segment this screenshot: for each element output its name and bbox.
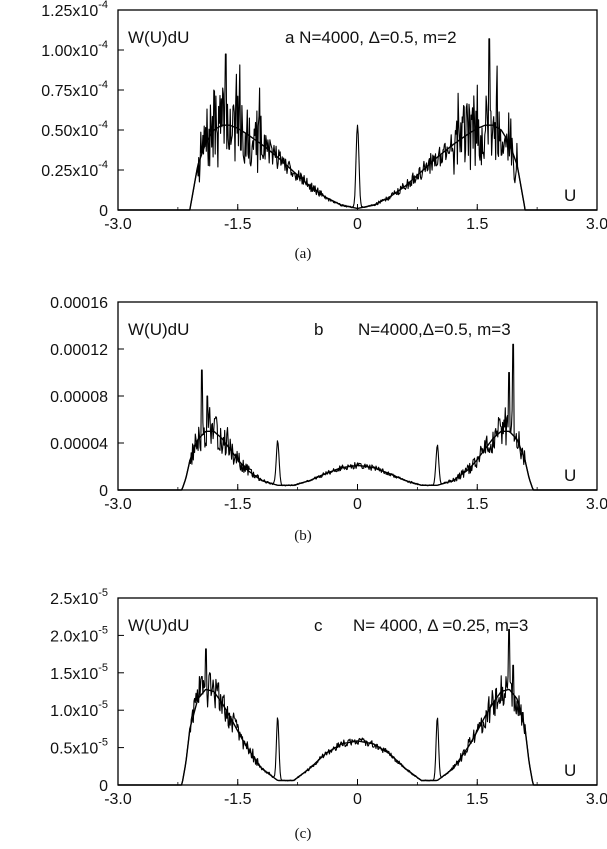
x-tick-label: -3.0 xyxy=(104,791,132,808)
x-tick-label: -1.5 xyxy=(224,216,252,233)
x-tick-label: 1.5 xyxy=(466,496,488,513)
x-tick-label: 0 xyxy=(353,496,362,513)
y-tick-label: 0.75x10-4 xyxy=(41,79,108,100)
y-tick-label: 0.00008 xyxy=(50,389,108,406)
y-tick-label: 2.5x10-5 xyxy=(50,587,108,608)
x-tick-label: 3.0 xyxy=(586,216,607,233)
y-axis-label: W(U)dU xyxy=(128,616,189,635)
y-tick-label: 1.0x10-5 xyxy=(50,699,108,720)
y-tick-label: 0.00016 xyxy=(50,295,108,312)
panel-annotation: a N=4000, Δ=0.5, m=2 xyxy=(285,28,457,47)
noisy-series-line xyxy=(118,628,597,786)
panel-letter: b xyxy=(314,320,323,339)
x-tick-label: -3.0 xyxy=(104,216,132,233)
smooth-series-line xyxy=(118,688,597,786)
panel-caption: (a) xyxy=(295,246,312,262)
noisy-series-line xyxy=(118,343,597,491)
panel-annotation: N= 4000, Δ =0.25, m=3 xyxy=(353,616,528,635)
panel-b: -3.0 -1.5 0 1.5 3.0 0 0.00004 0.00008 0.00012 0.0… xyxy=(50,295,607,544)
x-tick-label: 1.5 xyxy=(466,216,488,233)
y-axis-label: W(U)dU xyxy=(128,28,189,47)
x-axis-label: U xyxy=(564,466,576,485)
x-tick-label: -1.5 xyxy=(224,496,252,513)
y-axis-label: W(U)dU xyxy=(128,320,189,339)
noisy-series-line xyxy=(118,38,597,211)
y-tick-label: 0.5x10-5 xyxy=(50,737,108,758)
y-tick-label: 0.25x10-4 xyxy=(41,159,108,180)
y-tick-label: 2.0x10-5 xyxy=(50,624,108,645)
y-tick-label: 0 xyxy=(99,203,108,220)
panel-caption: (c) xyxy=(295,826,312,842)
panel-c: -3.0 -1.5 0 1.5 3.0 0 0.5x10-5 1.0x10-5 1.5x10-5… xyxy=(50,587,607,842)
y-tick-label: 0.50x10-4 xyxy=(41,119,108,140)
panel-caption: (b) xyxy=(294,528,312,544)
x-tick-label: 0 xyxy=(353,791,362,808)
smooth-series-line xyxy=(118,124,597,211)
panel-annotation: N=4000,Δ=0.5, m=3 xyxy=(358,320,511,339)
y-tick-label: 0 xyxy=(99,483,108,500)
x-tick-label: 3.0 xyxy=(586,496,607,513)
panel-a: -3.0 -1.5 0 1.5 3.0 0 0.25x10-4 0.50x10-4 0.75x1… xyxy=(41,0,607,262)
y-tick-label: 1.00x10-4 xyxy=(41,39,108,60)
y-tick-label: 1.25x10-4 xyxy=(41,0,108,20)
y-tick-label: 0.00012 xyxy=(50,342,108,359)
x-tick-label: 1.5 xyxy=(466,791,488,808)
y-tick-label: 0.00004 xyxy=(50,436,108,453)
y-tick-label: 0 xyxy=(99,778,108,795)
panel-letter: c xyxy=(314,616,323,635)
x-tick-label: 3.0 xyxy=(586,791,607,808)
x-axis-label: U xyxy=(564,186,576,205)
x-tick-label: -3.0 xyxy=(104,496,132,513)
x-axis-label: U xyxy=(564,761,576,780)
y-tick-label: 1.5x10-5 xyxy=(50,662,108,683)
x-tick-label: -1.5 xyxy=(224,791,252,808)
x-tick-label: 0 xyxy=(353,216,362,233)
